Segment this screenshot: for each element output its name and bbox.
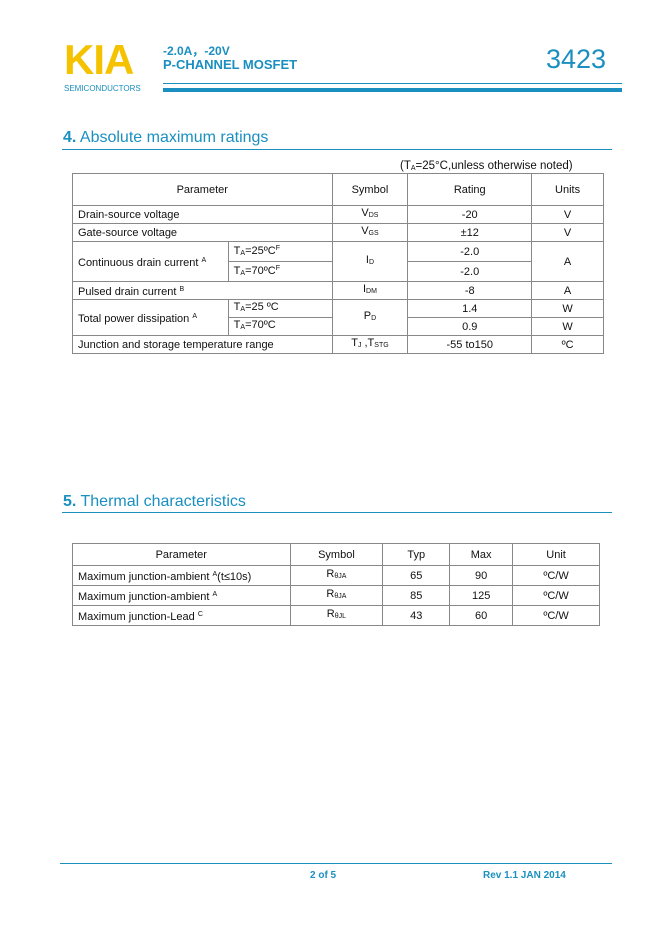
table-row: Total power dissipation A TA=25 ºC PD 1.4 W — [72, 299, 604, 336]
table-row: TA=70ºCF -2.0 — [73, 261, 604, 282]
revision: Rev 1.1 JAN 2014 — [483, 870, 566, 881]
page-number: 2 of 5 — [310, 870, 337, 881]
device-type: P-CHANNEL MOSFET — [163, 57, 298, 72]
thermal-table: Parameter Symbol Typ Max Unit Maximum juncti… — [72, 543, 600, 626]
table-row: Drain-source voltage VDS -20 V — [72, 205, 604, 224]
header-divider-thick — [163, 88, 622, 92]
table-row: Maximum junction-ambient A RθJA 85 125 ºC/W — [72, 585, 600, 606]
footer-divider — [60, 863, 612, 864]
section-4-heading: 4. Absolute maximum ratings — [63, 129, 269, 146]
kia-logo: KIA — [64, 36, 134, 83]
logo-subtitle: SEMICONDUCTORS — [64, 84, 141, 93]
table-header: Parameter Symbol Rating Units — [72, 173, 604, 206]
absolute-ratings-table: Parameter Symbol Rating Units Drain-sour… — [72, 173, 604, 354]
table-row: Continuous drain current A TA=25ºCF ID -2.0… — [72, 241, 604, 282]
table-row: Maximum junction-ambient A(t≤10s) RθJA 65 9… — [72, 565, 600, 586]
part-number: 3423 — [546, 44, 607, 74]
conditions-note: (TA=25°C,unless otherwise noted) — [400, 160, 573, 172]
table-row: Pulsed drain current B IDM -8 A — [72, 281, 604, 300]
section-divider — [62, 512, 612, 513]
table-header: Parameter Symbol Typ Max Unit — [72, 543, 600, 566]
section-divider — [62, 149, 612, 150]
table-row: Maximum junction-Lead C RθJL 43 60 ºC/W — [72, 605, 600, 626]
table-row: Junction and storage temperature range TJ… — [72, 335, 604, 354]
table-row: Gate-source voltage VGS ±12 V — [72, 223, 604, 242]
section-5-heading: 5. Thermal characteristics — [63, 493, 246, 510]
header-divider-thin — [163, 83, 622, 84]
spec-summary: -2.0A，-20V — [163, 44, 230, 58]
